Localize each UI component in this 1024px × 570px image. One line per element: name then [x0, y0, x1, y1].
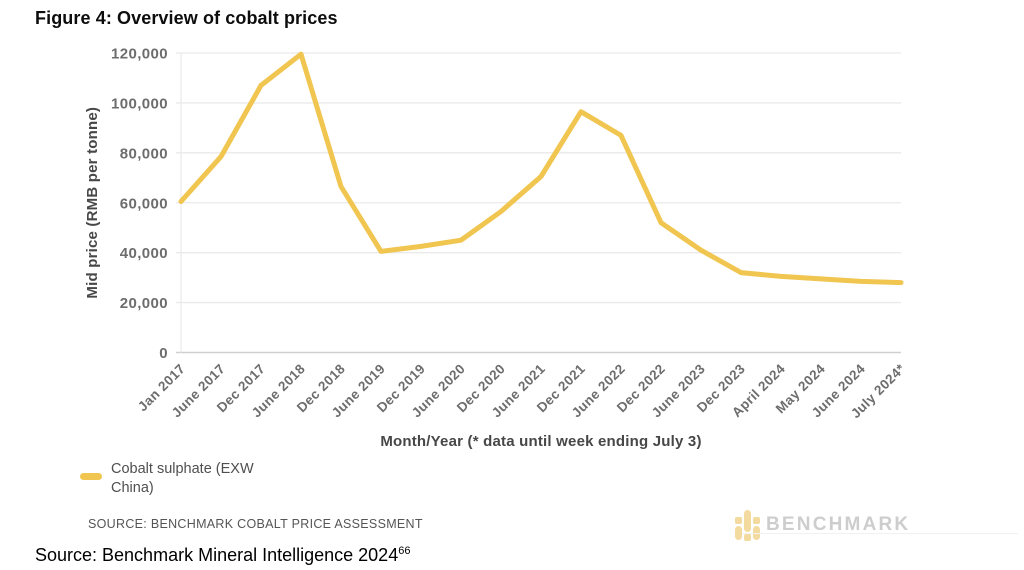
chart-source-note: SOURCE: BENCHMARK COBALT PRICE ASSESSMEN… [88, 517, 423, 531]
cobalt-prices-line-chart: 020,00040,00060,00080,000100,000120,000J… [84, 46, 908, 451]
legend: Cobalt sulphate (EXW China) [80, 460, 261, 498]
x-axis-title: Month/Year (* data until week ending Jul… [380, 433, 701, 450]
y-axis-title: Mid price (RMB per tonne) [84, 107, 101, 299]
document-source: Source: Benchmark Mineral Intelligence 2… [35, 545, 410, 566]
benchmark-logo-icon [735, 510, 760, 541]
y-tick-label: 80,000 [120, 145, 168, 162]
figure-title: Figure 4: Overview of cobalt prices [35, 8, 338, 28]
y-tick-label: 120,000 [111, 46, 168, 63]
price-line-cobalt-sulphate-exw-china- [178, 51, 904, 286]
y-tick-label: 0 [159, 345, 168, 362]
watermark-underline [742, 533, 1018, 534]
legend-swatch-cobalt-sulphate [80, 473, 102, 480]
benchmark-watermark: BENCHMARK [734, 505, 1024, 545]
y-tick-label: 100,000 [111, 95, 168, 112]
y-tick-label: 60,000 [120, 195, 168, 212]
footer-source-text: Source: Benchmark Mineral Intelligence 2… [35, 545, 399, 565]
footer-citation-number: 66 [398, 545, 411, 557]
y-tick-label: 20,000 [120, 295, 168, 312]
y-tick-label: 40,000 [120, 245, 168, 262]
legend-label-cobalt-sulphate: Cobalt sulphate (EXW China) [111, 461, 254, 496]
benchmark-wordmark: BENCHMARK [766, 514, 911, 535]
